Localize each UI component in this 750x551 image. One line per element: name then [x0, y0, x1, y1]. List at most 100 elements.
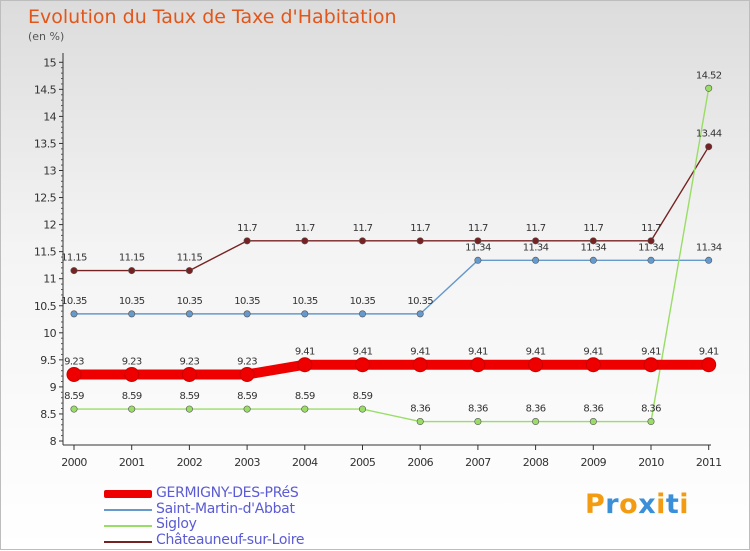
series-point-3 [647, 237, 655, 245]
series-point-1 [474, 256, 482, 264]
series-point-2 [70, 405, 78, 413]
data-label-1: 10.35 [407, 296, 433, 307]
series-point-0 [412, 357, 428, 373]
data-label-2: 8.59 [353, 391, 373, 402]
y-tick-label: 14.5 [34, 83, 57, 96]
y-tick-label: 8.5 [40, 408, 56, 421]
logo-letter: P [585, 489, 606, 520]
logo-letter: i [656, 489, 666, 520]
series-point-2 [647, 418, 655, 426]
logo-letter: x [638, 489, 657, 520]
x-tick-label: 2007 [465, 456, 491, 469]
data-label-2: 8.59 [295, 391, 315, 402]
series-point-3 [301, 237, 309, 245]
data-label-1: 11.34 [580, 242, 606, 253]
series-point-0 [124, 366, 140, 382]
data-label-1: 11.34 [523, 242, 549, 253]
y-tick-label: 10.5 [34, 300, 57, 313]
data-label-0: 9.41 [699, 347, 719, 358]
series-point-2 [185, 405, 193, 413]
legend-label-chateauneuf: Châteauneuf-sur-Loire [156, 532, 305, 548]
series-point-3 [70, 267, 78, 275]
data-label-1: 10.35 [350, 296, 376, 307]
data-label-3: 11.7 [583, 223, 603, 234]
x-tick-label: 2001 [119, 456, 145, 469]
data-label-3: 11.7 [526, 223, 546, 234]
x-tick-label: 2000 [61, 456, 87, 469]
series-point-0 [297, 357, 313, 373]
x-tick-label: 2004 [292, 456, 318, 469]
data-label-1: 10.35 [119, 296, 145, 307]
logo-letter: r [605, 489, 620, 520]
series-point-3 [185, 267, 193, 275]
data-label-0: 9.41 [641, 347, 661, 358]
series-point-2 [532, 418, 540, 426]
series-point-0 [181, 366, 197, 382]
legend-swatch-sigloy [104, 525, 152, 527]
series-point-2 [243, 405, 251, 413]
series-point-1 [70, 310, 78, 318]
x-tick-label: 2011 [696, 456, 722, 469]
y-tick-label: 9 [50, 381, 57, 394]
data-label-0: 9.41 [353, 347, 373, 358]
data-label-0: 9.23 [64, 356, 84, 367]
y-axis-unit-label: (en %) [28, 30, 65, 43]
chart-title: Evolution du Taux de Taxe d'Habitation [28, 6, 397, 28]
data-label-3: 11.7 [295, 223, 315, 234]
series-point-2 [705, 84, 713, 92]
y-tick-label: 10 [43, 327, 56, 340]
data-label-1: 11.34 [638, 242, 664, 253]
logo-letter: i [679, 489, 690, 520]
series-point-0 [701, 357, 717, 373]
series-point-1 [532, 256, 540, 264]
series-point-1 [647, 256, 655, 264]
y-tick-label: 9.5 [40, 354, 56, 367]
data-label-3: 11.15 [177, 253, 203, 264]
data-label-2: 8.36 [410, 404, 430, 415]
y-tick-label: 8 [50, 435, 57, 448]
x-tick-label: 2010 [638, 456, 664, 469]
data-label-3: 11.7 [237, 223, 257, 234]
series-point-2 [474, 418, 482, 426]
series-point-1 [128, 310, 136, 318]
legend-swatch-chateauneuf [104, 541, 152, 543]
series-point-2 [416, 418, 424, 426]
x-tick-label: 2003 [234, 456, 260, 469]
series-point-2 [301, 405, 309, 413]
y-tick-label: 15 [43, 56, 56, 69]
x-tick-label: 2002 [177, 456, 203, 469]
series-point-3 [474, 237, 482, 245]
data-label-1: 11.34 [696, 242, 722, 253]
series-line-1 [74, 259, 709, 315]
series-point-2 [128, 405, 136, 413]
series-point-0 [66, 366, 82, 382]
series-line-0 [74, 359, 709, 380]
logo-letter: o [619, 489, 639, 520]
series-point-1 [358, 310, 366, 318]
data-label-1: 10.35 [292, 296, 318, 307]
data-label-2: 8.36 [526, 404, 546, 415]
legend-swatch-germigny [104, 490, 152, 498]
proxiti-logo: Proxiti [585, 489, 689, 520]
data-label-3: 11.7 [410, 223, 430, 234]
series-point-3 [243, 237, 251, 245]
x-tick-label: 2006 [407, 456, 433, 469]
series-line-3 [74, 146, 710, 272]
data-label-2: 8.59 [122, 391, 142, 402]
series-point-1 [589, 256, 597, 264]
y-tick-label: 13.5 [34, 137, 57, 150]
series-point-2 [358, 405, 366, 413]
y-tick-label: 13 [43, 165, 56, 178]
series-point-0 [643, 357, 659, 373]
data-label-2: 8.59 [64, 391, 84, 402]
data-label-3: 11.15 [119, 253, 145, 264]
series-point-0 [470, 357, 486, 373]
series-point-1 [185, 310, 193, 318]
data-label-0: 9.23 [237, 356, 257, 367]
series-point-3 [358, 237, 366, 245]
data-label-1: 10.35 [61, 296, 87, 307]
series-point-1 [416, 310, 424, 318]
data-label-3: 11.7 [468, 223, 488, 234]
